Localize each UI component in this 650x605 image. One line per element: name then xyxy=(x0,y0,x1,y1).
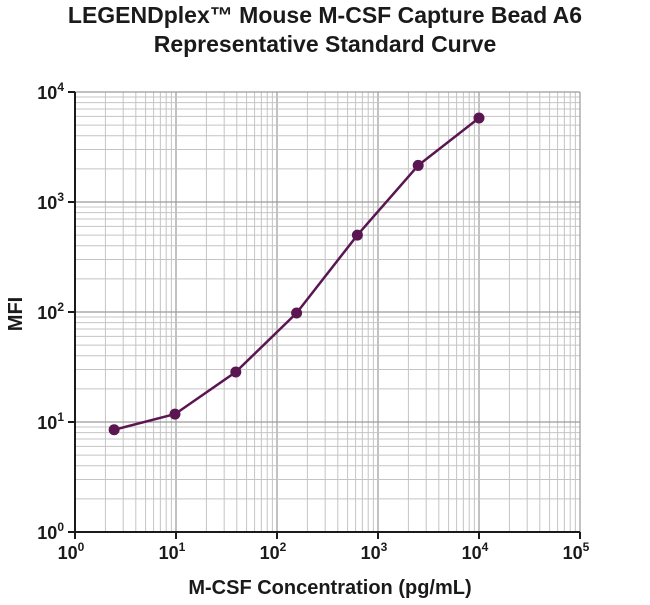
y-tick-label: 104 xyxy=(37,80,64,103)
plot-frame xyxy=(69,92,580,538)
x-axis-label: M-CSF Concentration (pg/mL) xyxy=(188,577,471,599)
x-tick-label: 102 xyxy=(260,540,287,563)
series-line xyxy=(113,117,480,432)
data-point xyxy=(351,229,363,241)
x-tick-label: 100 xyxy=(58,540,85,563)
x-tick-label: 104 xyxy=(462,540,489,563)
grid-lines xyxy=(75,91,581,532)
y-tick-label: 103 xyxy=(37,190,64,213)
data-point xyxy=(108,424,120,436)
chart-title: LEGENDplex™ Mouse M-CSF Capture Bead A6 xyxy=(68,2,582,28)
data-point xyxy=(291,307,303,319)
data-point xyxy=(230,366,242,378)
y-tick-label: 102 xyxy=(37,300,64,323)
y-axis-label: MFI xyxy=(5,297,27,331)
data-point xyxy=(412,159,424,171)
x-tick-label: 101 xyxy=(159,540,186,563)
y-tick-label: 101 xyxy=(37,410,64,433)
chart-subtitle: Representative Standard Curve xyxy=(154,31,497,57)
data-point xyxy=(473,112,485,124)
x-tick-label: 103 xyxy=(361,540,388,563)
x-tick-label: 105 xyxy=(563,540,590,563)
x-axis-ticks: 100 101 102 103 104 105 xyxy=(58,532,590,563)
y-tick-label: 100 xyxy=(37,520,64,543)
data-series xyxy=(108,112,485,436)
data-point xyxy=(169,408,181,420)
y-axis-ticks: 100 101 102 103 104 xyxy=(37,80,75,543)
